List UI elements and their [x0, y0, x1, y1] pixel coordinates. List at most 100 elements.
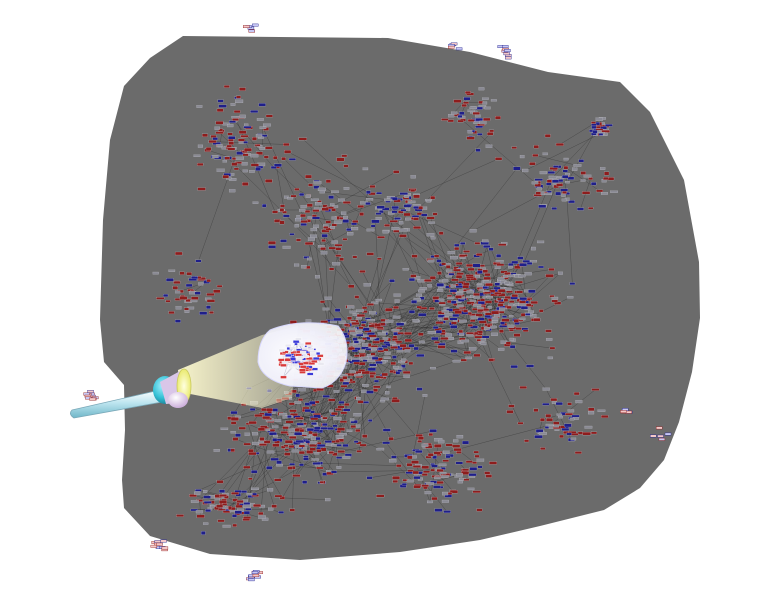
network-node	[189, 494, 197, 497]
spotlight-node	[310, 353, 317, 357]
outlier-node	[650, 434, 657, 438]
network-node	[358, 369, 366, 372]
network-node	[467, 130, 473, 134]
network-node	[203, 490, 208, 494]
network-node	[425, 455, 432, 459]
network-node	[385, 308, 393, 312]
network-node	[477, 317, 485, 321]
network-node	[289, 463, 295, 466]
network-node	[559, 434, 564, 438]
network-node	[448, 273, 455, 276]
network-node	[230, 431, 236, 434]
spotlight-node	[300, 365, 307, 369]
network-node	[485, 300, 493, 304]
network-node	[466, 332, 474, 335]
network-node	[445, 333, 452, 337]
network-node	[497, 277, 505, 281]
outlier-node	[248, 29, 255, 33]
network-node	[389, 459, 397, 463]
network-node	[362, 327, 370, 332]
network-node	[553, 184, 559, 189]
network-node	[262, 204, 267, 208]
network-node	[528, 289, 536, 293]
network-node	[561, 193, 566, 197]
spotlight-node	[282, 360, 289, 364]
network-node	[467, 119, 475, 122]
network-node	[288, 158, 296, 161]
network-node	[449, 289, 458, 293]
outlier-node	[502, 45, 509, 48]
outlier-node	[448, 45, 455, 49]
network-node	[566, 432, 572, 436]
network-node	[520, 306, 529, 310]
network-node	[432, 326, 439, 329]
network-node	[328, 398, 336, 402]
network-node	[552, 165, 559, 168]
network-node	[366, 319, 375, 322]
network-node	[202, 133, 208, 137]
network-node	[360, 356, 369, 360]
network-node	[546, 179, 552, 183]
network-node	[511, 260, 519, 264]
network-node	[380, 397, 389, 401]
network-node	[485, 474, 492, 478]
network-node	[457, 480, 463, 484]
network-node	[318, 245, 325, 248]
network-node	[483, 117, 491, 121]
network-node	[336, 157, 345, 162]
network-node	[377, 257, 382, 260]
network-node	[235, 156, 244, 160]
network-node	[390, 346, 398, 349]
network-node	[546, 418, 553, 422]
network-node	[279, 220, 285, 225]
network-node	[356, 334, 364, 337]
network-node	[385, 391, 390, 395]
network-node	[508, 263, 514, 266]
network-node	[391, 329, 400, 332]
network-node	[213, 449, 220, 452]
network-node	[548, 268, 555, 271]
network-node	[399, 234, 407, 238]
network-node	[602, 177, 609, 180]
network-node	[459, 333, 464, 336]
outlier-node	[620, 410, 627, 413]
network-node	[348, 327, 358, 331]
network-node	[610, 190, 618, 193]
network-node	[389, 279, 395, 283]
network-node	[573, 392, 580, 396]
network-node	[305, 174, 312, 179]
network-node	[517, 422, 524, 425]
network-node	[419, 307, 428, 310]
network-node	[230, 103, 236, 106]
network-node	[323, 226, 329, 229]
network-node	[228, 141, 234, 145]
network-node	[306, 203, 313, 207]
spotlight-node	[317, 362, 325, 366]
network-node	[248, 452, 257, 456]
network-node	[233, 110, 241, 114]
network-node	[359, 270, 366, 273]
network-node	[577, 431, 584, 435]
network-node	[371, 356, 379, 360]
network-node	[430, 468, 436, 472]
network-node	[567, 402, 572, 406]
network-node	[283, 424, 291, 427]
network-node	[335, 408, 342, 411]
network-node	[391, 455, 397, 459]
network-node	[507, 324, 515, 328]
network-node	[338, 198, 345, 202]
network-node	[468, 473, 477, 477]
network-node	[230, 421, 237, 425]
network-node	[342, 381, 350, 385]
network-node	[460, 339, 469, 343]
network-node	[347, 305, 355, 309]
network-node	[332, 205, 339, 208]
network-node	[334, 220, 342, 224]
network-node	[288, 445, 295, 448]
network-node	[310, 417, 319, 421]
network-node	[353, 440, 359, 443]
network-node	[216, 144, 223, 147]
network-node	[235, 99, 244, 104]
network-node	[371, 348, 377, 352]
